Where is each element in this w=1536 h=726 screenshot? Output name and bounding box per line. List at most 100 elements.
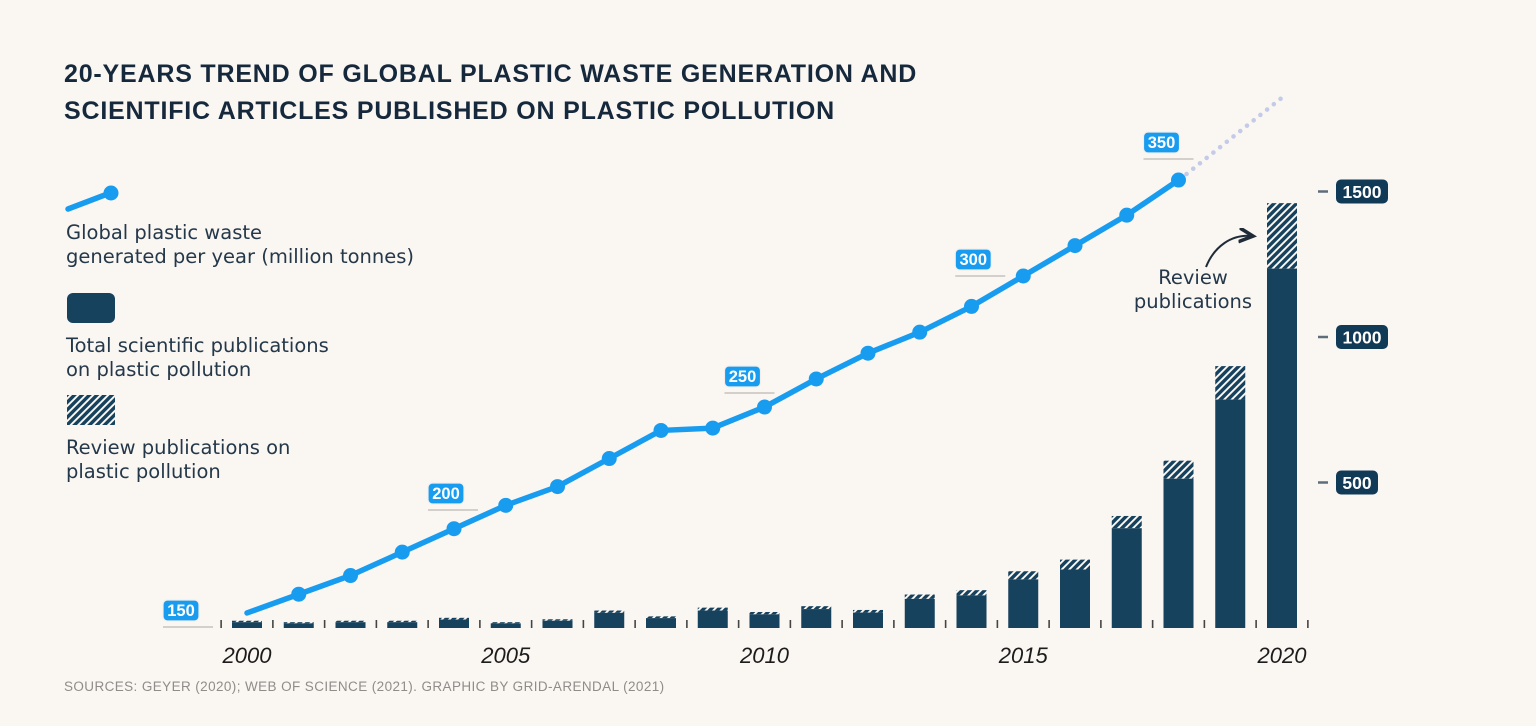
bar-total-2004 [439, 619, 469, 628]
x-label-2015: 2015 [998, 643, 1049, 668]
waste-point-2010 [757, 399, 772, 415]
waste-point-2017 [1119, 207, 1135, 223]
x-ticks-group [220, 620, 1309, 628]
projection-line [1184, 91, 1290, 177]
bar-total-2002 [335, 622, 366, 628]
legend-total-publications-label: Total scientific publications on plastic… [66, 334, 329, 381]
bar-total-2012 [853, 612, 883, 628]
legend-solid-bar-icon [67, 293, 115, 323]
bar-total-2010 [749, 614, 780, 628]
bar-total-2005 [490, 623, 521, 628]
waste-point-2004 [446, 521, 462, 537]
x-label-2020: 2020 [1257, 643, 1308, 668]
bar-total-2011 [801, 609, 832, 628]
annotation-line2: publications [1133, 290, 1253, 313]
legend-waste-line-label-1: Global plastic waste [66, 221, 262, 244]
bar-review-cap-2008 [646, 616, 676, 619]
bar-review-cap-2011 [801, 606, 832, 610]
bar-total-2001 [283, 623, 314, 628]
bar-total-2015 [1008, 579, 1039, 628]
line-value-badge-350 [1142, 131, 1181, 154]
bar-total-2019 [1215, 399, 1246, 628]
bar-review-cap-2017 [1111, 515, 1142, 529]
waste-point-2005 [498, 497, 514, 513]
legend-review-publications-label: Review publications on plastic pollution [66, 436, 290, 483]
legend-review-publications-label-2: plastic pollution [66, 459, 221, 483]
bar-review-cap-2020 [1267, 203, 1297, 269]
bar-review-cap-2018 [1163, 460, 1194, 479]
bar-review-cap-2005 [490, 622, 521, 624]
waste-line [244, 177, 1182, 616]
legend-review-publications-swatch [67, 395, 115, 425]
review-publications-annotation: Review publications [1112, 266, 1274, 314]
chart-title: 20-YEARS TREND OF GLOBAL PLASTIC WASTE G… [64, 56, 917, 130]
bar-review-cap-2001 [283, 622, 314, 624]
bar-review-cap-2004 [439, 617, 469, 620]
line-value-label-250: 250 [729, 368, 757, 386]
bar-review-cap-2013 [904, 594, 935, 599]
legend-total-publications-swatch [67, 293, 115, 323]
projection-dotted-line [1184, 91, 1290, 177]
legend-total-publications-label-2: on plastic pollution [66, 357, 252, 381]
line-value-label-350: 350 [1148, 134, 1176, 152]
bar-review-cap-2000 [232, 620, 262, 623]
right-axis-group: 1500 1000 500 [1318, 179, 1388, 495]
legend-line-icon [65, 190, 113, 212]
line-value-badge-200 [427, 482, 465, 505]
waste-point-2009 [705, 420, 721, 436]
legend-line-dot-icon [103, 185, 119, 201]
legend-waste-line-swatch [65, 185, 119, 212]
waste-point-2011 [808, 371, 824, 387]
bar-total-2008 [646, 618, 676, 628]
line-value-badge-300 [954, 248, 992, 271]
bar-review-cap-2002 [335, 620, 366, 623]
waste-point-2016 [1067, 238, 1083, 254]
waste-point-2008 [653, 422, 669, 438]
bar-review-cap-2010 [749, 611, 780, 615]
right-axis-badge-1000 [1336, 325, 1388, 349]
bar-total-2007 [594, 612, 625, 628]
legend-waste-line-label: Global plastic waste generated per year … [66, 221, 414, 268]
bar-review-cap-2016 [1060, 559, 1090, 570]
bar-review-cap-2014 [956, 590, 987, 596]
bar-total-2009 [697, 610, 728, 628]
waste-point-2007 [601, 451, 617, 467]
bar-review-cap-2003 [387, 620, 418, 623]
x-label-2010: 2010 [739, 643, 790, 668]
annotation-line1: Review [1158, 266, 1228, 289]
bar-total-2018 [1163, 478, 1194, 628]
bar-total-2013 [904, 598, 935, 628]
bar-total-2000 [232, 622, 262, 628]
line-value-badge-250 [723, 365, 762, 388]
chart-title-line1: 20-YEARS TREND OF GLOBAL PLASTIC WASTE G… [64, 60, 918, 88]
bar-total-2003 [387, 622, 418, 628]
line-value-label-150: 150 [167, 602, 195, 620]
waste-point-2018 [1171, 172, 1186, 188]
line-value-label-200: 200 [432, 485, 460, 503]
line-value-badge-150 [162, 599, 200, 622]
bar-review-cap-2007 [594, 610, 625, 613]
right-axis-badge-500 [1336, 470, 1378, 495]
bar-total-2017 [1111, 528, 1142, 628]
waste-point-2014 [964, 298, 979, 314]
right-axis-label-1500: 1500 [1343, 182, 1382, 202]
legend-review-publications-label-1: Review publications on [66, 436, 291, 459]
bar-review-cap-2015 [1008, 571, 1039, 580]
waste-point-2012 [860, 345, 876, 361]
annotation-arrow [1205, 236, 1252, 268]
bar-review-cap-2009 [697, 607, 728, 611]
waste-point-2015 [1015, 268, 1031, 284]
bar-total-2016 [1060, 569, 1090, 628]
chart-title-line2: SCIENTIFIC ARTICLES PUBLISHED ON PLASTIC… [64, 97, 836, 125]
x-label-2005: 2005 [480, 643, 531, 668]
x-labels-group: 2000 2005 2010 2015 2020 [222, 643, 1308, 668]
legend-total-publications-label-1: Total scientific publications [66, 334, 329, 357]
waste-point-2002 [343, 568, 358, 584]
line-value-badges-group: 150 200 250 300 350 [162, 131, 1194, 628]
legend-hatched-bar-icon [67, 395, 115, 425]
bar-review-cap-2006 [542, 619, 573, 621]
waste-point-2003 [394, 544, 410, 560]
bar-review-cap-2019 [1215, 366, 1246, 400]
